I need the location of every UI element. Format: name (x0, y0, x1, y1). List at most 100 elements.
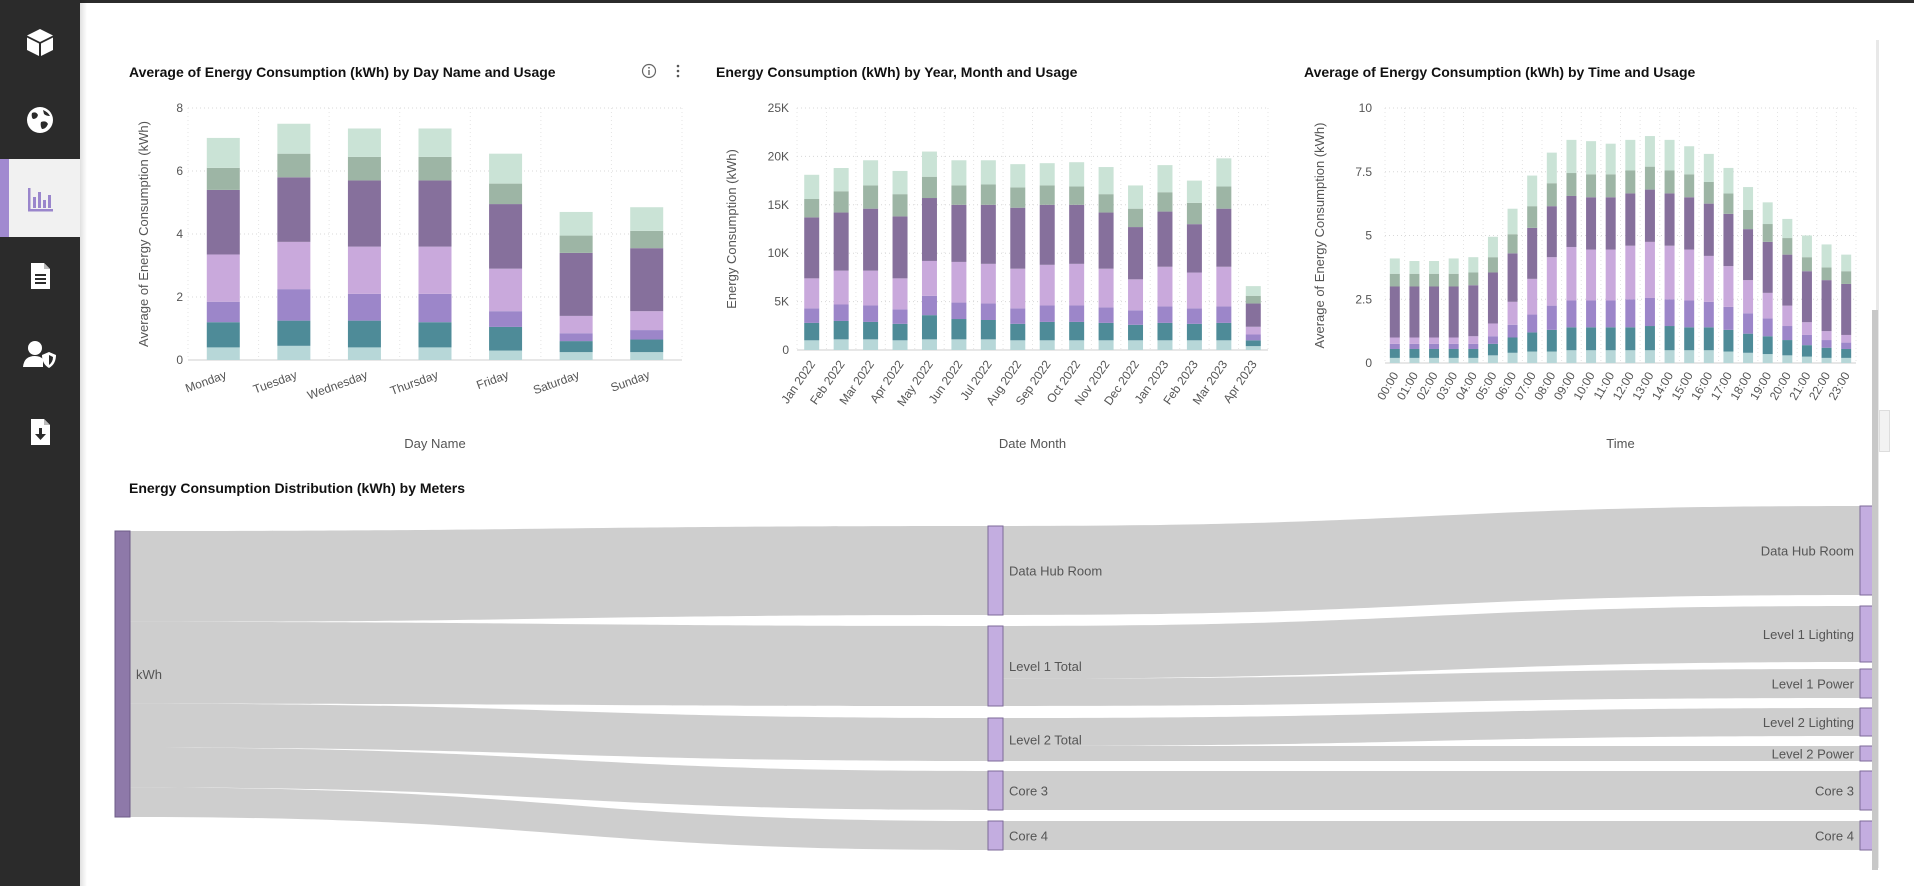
bar-segment (489, 311, 523, 327)
sankey-label-source: kWh (136, 667, 162, 682)
bar-segment (1245, 340, 1261, 347)
bar-segment (1527, 227, 1538, 279)
bar-segment (277, 177, 311, 242)
bar-segment (1468, 357, 1479, 363)
bar-segment (1069, 204, 1085, 264)
bar-segment (1186, 272, 1202, 309)
sankey-link (130, 703, 988, 761)
bar-segment (1566, 195, 1577, 247)
bar-segment (1586, 249, 1597, 301)
y-tick-label: 2.5 (1355, 292, 1372, 306)
bar-segment (1409, 273, 1420, 287)
bar-segment (1039, 305, 1055, 322)
bar-segment (347, 180, 381, 247)
bar-segment (1128, 324, 1144, 341)
bar-segment (1762, 354, 1773, 363)
more-options-icon[interactable] (670, 63, 686, 79)
nav-item-download[interactable] (0, 393, 80, 471)
bar-segment (1409, 348, 1420, 358)
bar-segment (1625, 299, 1636, 328)
bar-segment (980, 263, 996, 304)
bar-segment (1546, 305, 1557, 330)
bar-segment (1039, 163, 1055, 186)
bar-segment (1723, 266, 1734, 307)
bar-segment (1566, 327, 1577, 351)
bar-segment (1625, 350, 1636, 363)
bar-segment (1098, 167, 1114, 195)
bar-segment (1429, 357, 1440, 363)
bar-segment (804, 198, 820, 218)
info-icon[interactable] (641, 63, 657, 79)
bar-segment (559, 211, 593, 236)
bar-segment (1429, 343, 1440, 349)
bar-segment (804, 217, 820, 279)
bar-segment (1039, 264, 1055, 306)
bar-segment (1723, 351, 1734, 363)
bar-segment (833, 212, 849, 271)
sankey-link (130, 747, 988, 810)
bar-segment (1644, 189, 1655, 242)
bar-segment (489, 204, 523, 269)
scrollbar-thumb[interactable] (1872, 310, 1878, 870)
bar-segment (1546, 351, 1557, 363)
bar-segment (863, 208, 879, 271)
bar-segment (1841, 271, 1852, 284)
nav-item-globe[interactable] (0, 81, 80, 159)
bar-segment (892, 340, 908, 350)
bar-segment (1625, 245, 1636, 300)
nav-item-reports[interactable] (0, 159, 80, 237)
bar-segment (1128, 310, 1144, 325)
bar-segment (1644, 297, 1655, 327)
bar-segment (980, 303, 996, 320)
bar-segment (1468, 257, 1479, 273)
bar-segment (1448, 357, 1459, 363)
y-tick-label: 0 (782, 343, 789, 357)
nav-item-user-security[interactable] (0, 315, 80, 393)
bar-segment (1625, 170, 1636, 194)
bar-segment (804, 278, 820, 309)
x-tick-label: Tuesday (251, 368, 299, 397)
chart-title-time: Average of Energy Consumption (kWh) by T… (1304, 64, 1696, 80)
bar-segment (951, 261, 967, 303)
bar-segment (1821, 357, 1832, 363)
bar-segment (892, 309, 908, 324)
bar-segment (1216, 266, 1232, 307)
bar-segment (1069, 340, 1085, 350)
bar-segment (1128, 208, 1144, 228)
bar-segment (1429, 273, 1440, 287)
bar-segment (951, 319, 967, 340)
bar-segment (559, 252, 593, 316)
nav-item-cube[interactable] (0, 3, 80, 81)
bar-segment (1703, 350, 1714, 363)
cube-icon (27, 29, 53, 56)
bar-segment (1186, 202, 1202, 225)
bar-segment (1841, 283, 1852, 335)
bar-segment (418, 246, 452, 294)
bar-segment (1801, 356, 1812, 363)
sankey-link (1003, 821, 1860, 850)
bar-segment (630, 330, 664, 340)
x-axis-title: Time (1606, 436, 1634, 451)
bar-segment (1664, 139, 1675, 171)
bar-segment (1069, 186, 1085, 205)
bar-segment (1703, 181, 1714, 204)
nav-item-document[interactable] (0, 237, 80, 315)
sankey-node-group (987, 625, 1004, 707)
bar-segment (1762, 292, 1773, 319)
bar-segment (951, 302, 967, 320)
bar-segment (1487, 323, 1498, 337)
sankey-chart: kWh Data Hub Room Level 1 Total Level 2 Tot… (114, 505, 1876, 851)
bar-segment (833, 304, 849, 321)
scrollbar-handle[interactable] (1879, 410, 1890, 452)
sankey-label-meter: Level 1 Power (1772, 677, 1855, 692)
bar-segment (921, 295, 937, 316)
bar-segment (951, 185, 967, 205)
bar-segment (1723, 306, 1734, 330)
bar-segment (1821, 267, 1832, 281)
bar-segment (1448, 286, 1459, 338)
globe-icon (27, 107, 53, 133)
bar-segment (833, 339, 849, 350)
bar-segment (1546, 183, 1557, 207)
bar-segment (1527, 351, 1538, 363)
bar-segment (1487, 336, 1498, 344)
